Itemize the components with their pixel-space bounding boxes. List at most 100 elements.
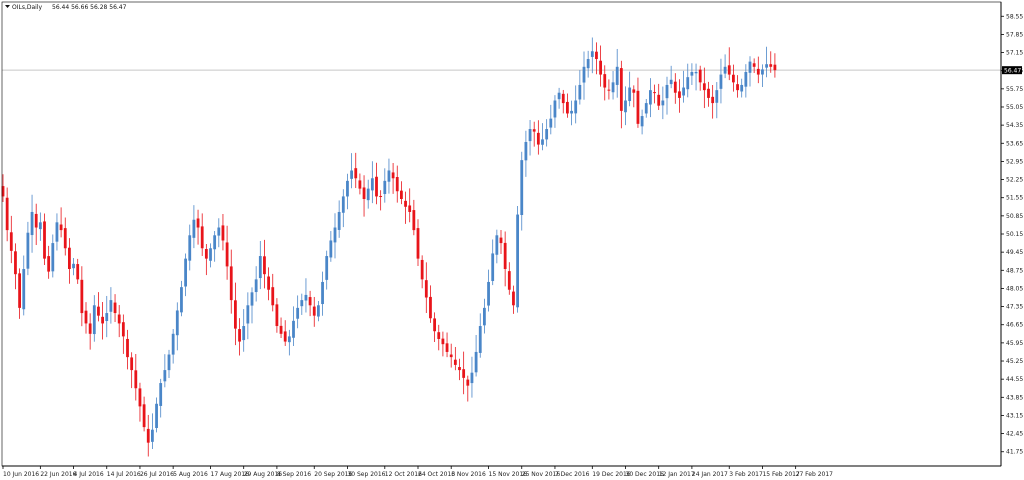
candle-body [686, 77, 690, 90]
candle-body [312, 306, 316, 316]
candle-body [603, 74, 607, 88]
candle-body [740, 84, 744, 92]
candle-body [665, 84, 669, 99]
candle-body [155, 403, 158, 428]
candle-body [38, 222, 42, 230]
candle-body [362, 187, 366, 200]
candle-body [727, 65, 731, 75]
candle-body [184, 258, 187, 287]
candle-body [163, 370, 167, 382]
candle-body [462, 369, 466, 378]
y-tick-label: 57.85 [1006, 31, 1023, 38]
candle-body [516, 214, 519, 308]
candle-body [474, 351, 478, 373]
candle-body [429, 296, 432, 319]
candle-body [607, 89, 611, 91]
candle-body [171, 333, 175, 355]
candle-body [175, 310, 179, 336]
x-tick-label: 15 Nov 2016 [489, 471, 528, 478]
candle-body [408, 205, 412, 212]
candle-body [63, 228, 67, 249]
x-tick-label: 5 Aug 2016 [173, 471, 208, 478]
candle-body [599, 60, 602, 75]
candle-body [192, 219, 196, 238]
candle-body [673, 81, 677, 93]
y-tick-label: 43.15 [1006, 412, 1023, 419]
candle-body [765, 64, 768, 68]
candle-body [657, 94, 661, 106]
candle-body [346, 180, 349, 197]
x-tick-label: 26 Jul 2016 [140, 471, 174, 478]
candle-body [491, 253, 495, 282]
candle-body [263, 256, 266, 275]
candle-body [661, 100, 665, 106]
candle-body [458, 367, 461, 371]
x-tick-label: 8 Sep 2016 [277, 471, 311, 478]
candle-body [217, 227, 221, 236]
candle-body [566, 101, 569, 114]
candle-body [624, 100, 627, 113]
y-tick-label: 50.15 [1006, 231, 1023, 238]
y-tick-label: 54.35 [1006, 122, 1023, 129]
x-tick-label: 17 Aug 2016 [211, 471, 250, 478]
candle-body [9, 232, 13, 251]
candle-body [628, 87, 632, 102]
x-tick-label: 12 Jan 2017 [659, 471, 695, 478]
candle-body [586, 59, 590, 69]
candle-body [640, 116, 644, 127]
candle-body [341, 196, 345, 213]
candle-body [109, 300, 113, 312]
candle-body [287, 336, 291, 343]
candle-body [653, 92, 656, 94]
x-tick-label: 30 Sep 2016 [347, 471, 385, 478]
candle-body [512, 291, 515, 306]
y-tick-label: 44.55 [1006, 376, 1023, 383]
candle-body [532, 129, 536, 132]
candle-body [180, 287, 183, 313]
candle-body [204, 248, 208, 259]
candle-body [748, 61, 752, 73]
x-tick-label: 27 Feb 2017 [796, 471, 834, 478]
candle-body [92, 305, 96, 335]
candle-body [395, 177, 399, 192]
candle-body [715, 90, 719, 103]
candle-body [22, 268, 26, 310]
candle-body [453, 359, 457, 365]
candle-body [254, 279, 258, 293]
y-tick-label: 45.25 [1006, 358, 1023, 365]
candle-body [84, 310, 88, 324]
candle-body [487, 281, 490, 306]
candle-body [275, 304, 279, 327]
candle-body [387, 170, 391, 182]
x-tick-label: 25 Nov 2016 [522, 471, 561, 478]
candle-body [574, 100, 578, 114]
candle-body [549, 118, 553, 128]
candle-body [267, 276, 270, 290]
candle-body [478, 326, 482, 353]
candle-body [55, 222, 59, 242]
candle-body [105, 313, 109, 322]
current-price-value: 56.47 [1004, 67, 1021, 74]
candle-body [238, 329, 241, 342]
candle-body [632, 89, 636, 93]
candle-body [416, 228, 420, 259]
candle-body [59, 224, 63, 231]
candle-body [188, 235, 192, 261]
y-tick-label: 52.25 [1006, 177, 1023, 184]
candle-body [142, 404, 146, 428]
candle-body [761, 69, 764, 75]
candle-body [76, 264, 80, 280]
candle-body [698, 69, 702, 83]
candle-body [744, 71, 748, 87]
candle-body [773, 64, 777, 71]
candle-body [1, 186, 5, 197]
candle-body [723, 66, 727, 74]
menu-triangle-icon[interactable] [5, 5, 10, 8]
candle-body [250, 292, 254, 306]
x-tick-label: 19 Dec 2016 [592, 471, 631, 478]
candle-body [752, 63, 756, 67]
y-tick-label: 50.85 [1006, 213, 1023, 220]
candle-body [756, 68, 760, 75]
candle-body [130, 357, 134, 371]
